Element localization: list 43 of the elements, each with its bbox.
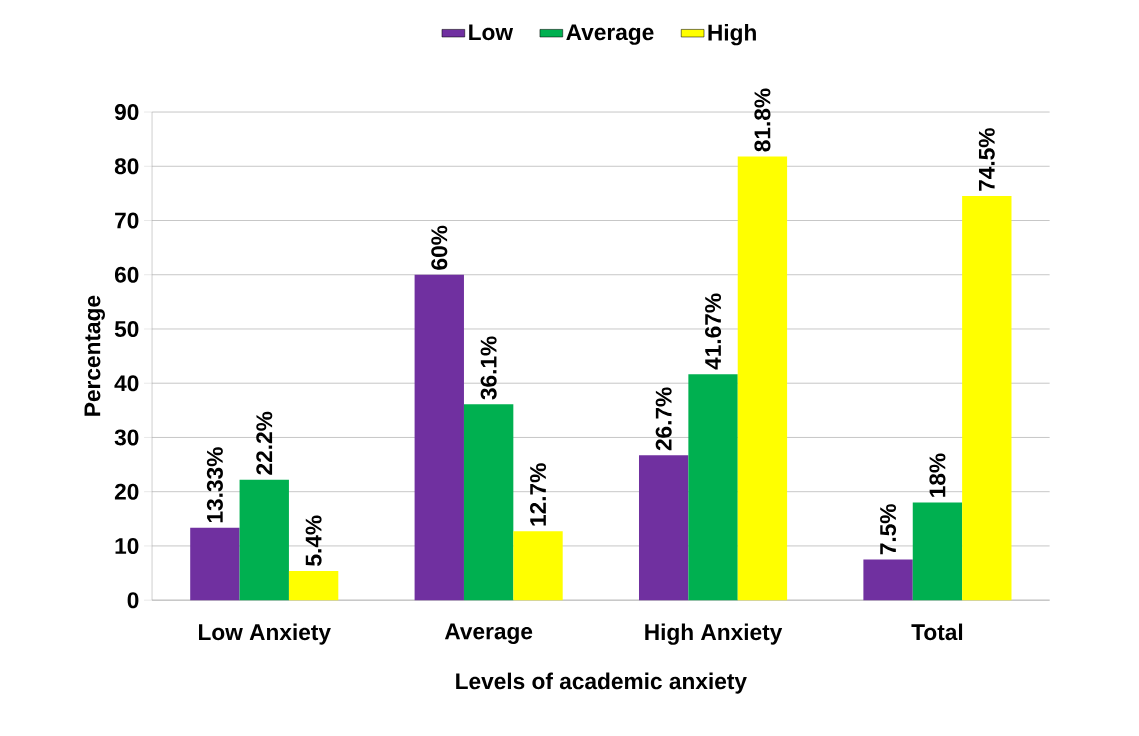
y-tick-label: 60 <box>114 266 139 283</box>
data-label: 26.7% <box>655 387 672 451</box>
bar <box>688 374 738 601</box>
bar <box>190 527 240 601</box>
y-tick-label: 40 <box>114 375 139 392</box>
legend-label: Average <box>566 24 654 45</box>
data-label: 5.4% <box>305 515 322 566</box>
data-label: 18% <box>929 453 946 497</box>
data-label: 36.1% <box>480 336 497 400</box>
x-tick-label: Average <box>444 623 533 644</box>
data-label: 74.5% <box>978 128 995 191</box>
data-label: 81.8% <box>754 88 771 152</box>
data-label: 22.2% <box>256 411 273 475</box>
bar <box>863 559 913 601</box>
y-tick-label: 10 <box>115 537 139 554</box>
x-tick-label: Total <box>911 623 963 641</box>
bar <box>912 502 963 601</box>
y-tick-label: 0 <box>127 592 139 609</box>
y-tick-label: 30 <box>114 429 139 446</box>
bar <box>463 404 514 601</box>
data-label: 12.7% <box>530 463 547 526</box>
y-tick-label: 70 <box>115 212 139 229</box>
y-tick-label: 90 <box>114 103 139 120</box>
y-tick-label: 80 <box>114 158 139 175</box>
bar <box>288 570 339 601</box>
bar <box>513 531 563 601</box>
y-tick-label: 20 <box>114 483 139 500</box>
bar <box>962 196 1012 601</box>
x-tick-label: High Anxiety <box>645 623 783 645</box>
x-axis-title: Levels of academic anxiety <box>456 672 747 694</box>
legend-label: Low <box>469 24 514 41</box>
y-axis-title: Percentage <box>84 295 105 416</box>
x-tick-label: Low Anxiety <box>199 623 331 645</box>
data-label: 41.67% <box>705 293 722 370</box>
bar <box>638 455 689 601</box>
bar <box>414 274 464 601</box>
y-tick-label: 50 <box>114 320 139 337</box>
legend-label: High <box>708 23 756 46</box>
bar <box>239 479 289 601</box>
data-label: 60% <box>431 225 448 270</box>
data-label: 13.33% <box>206 447 223 523</box>
data-label: 7.5% <box>880 504 897 555</box>
bar <box>737 156 788 601</box>
